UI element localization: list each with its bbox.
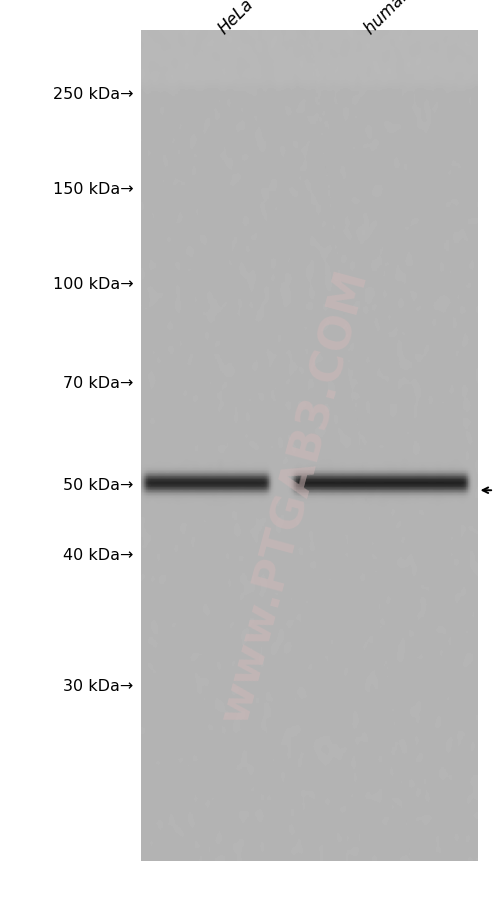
Text: human placenta: human placenta [361, 0, 469, 38]
Text: 150 kDa→: 150 kDa→ [53, 182, 134, 197]
Text: 50 kDa→: 50 kDa→ [63, 478, 134, 492]
Text: HeLa: HeLa [215, 0, 257, 38]
Text: 40 kDa→: 40 kDa→ [63, 548, 134, 562]
Text: 100 kDa→: 100 kDa→ [53, 277, 134, 291]
Text: 250 kDa→: 250 kDa→ [53, 87, 134, 102]
Text: www.PTGAB3.COM: www.PTGAB3.COM [213, 264, 376, 728]
Text: 70 kDa→: 70 kDa→ [63, 376, 134, 391]
Text: 30 kDa→: 30 kDa→ [63, 678, 134, 693]
